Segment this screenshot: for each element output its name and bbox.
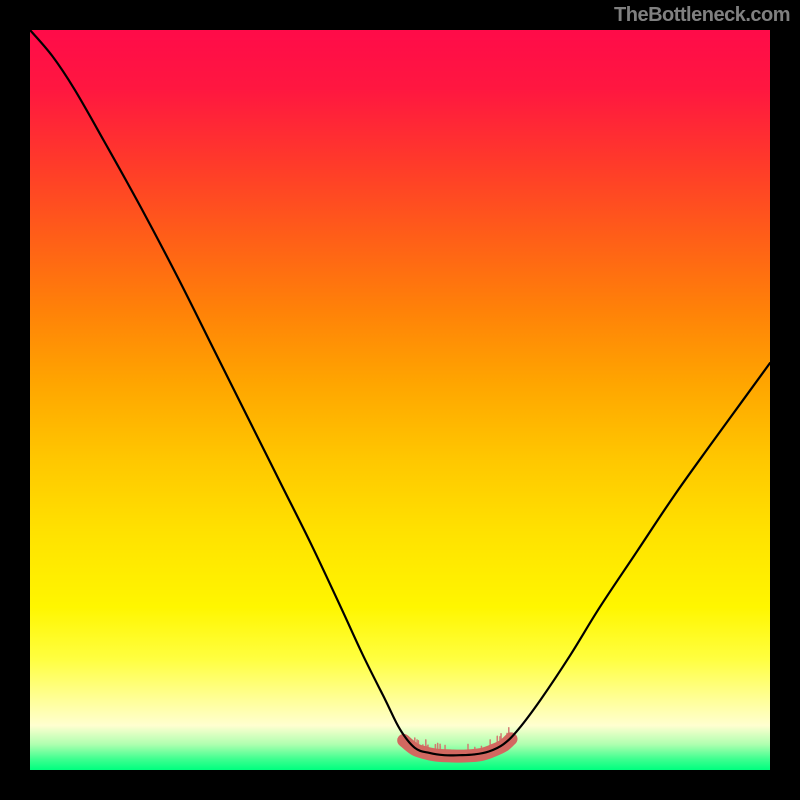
watermark-text: TheBottleneck.com bbox=[614, 4, 790, 27]
bottleneck-curve-chart bbox=[0, 0, 800, 800]
chart-frame: TheBottleneck.com bbox=[0, 0, 800, 800]
plot-background bbox=[30, 30, 770, 770]
